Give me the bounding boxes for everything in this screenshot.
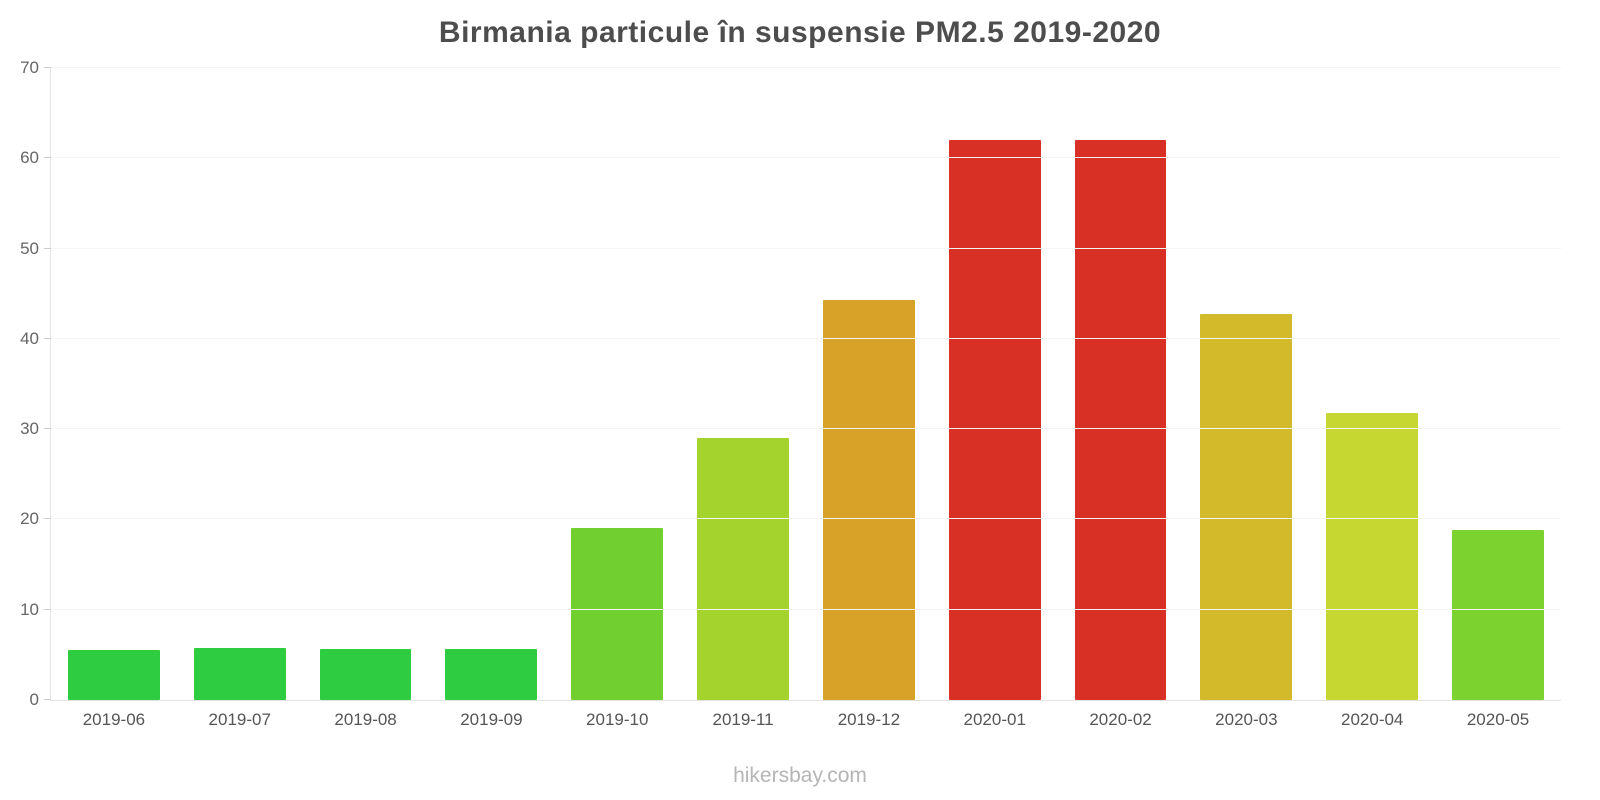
- bar-slot-2020-05: 2020-05: [1435, 68, 1561, 729]
- y-axis-tick: [44, 67, 51, 68]
- y-axis-tick: [44, 428, 51, 430]
- x-tick-label: 2020-01: [963, 710, 1026, 729]
- x-tick-label: 2019-07: [208, 710, 271, 729]
- y-tick-label: 50: [20, 238, 39, 258]
- y-axis-tick: [44, 608, 51, 610]
- bar-slot-2020-01: 2020-01: [932, 68, 1058, 729]
- bar-2020-01: [948, 140, 1041, 700]
- x-tick-label: 2019-06: [82, 710, 146, 729]
- bar-2019-11: [697, 438, 789, 700]
- y-tick-label: 70: [20, 58, 39, 77]
- y-axis-tick: [44, 247, 51, 249]
- bar-slot-2019-10: 2019-10: [554, 68, 680, 729]
- y-axis-tick: [44, 699, 51, 700]
- x-tick-label: 2020-04: [1341, 710, 1404, 729]
- bar-group: 2019-06 2019-07 2019-08 2019-09 2019-10 2019-…: [51, 68, 1561, 729]
- watermark: hikersbay.com: [733, 764, 867, 787]
- bar-slot-2019-07: 2019-07: [177, 68, 303, 729]
- bar-slot-2019-06: 2019-06: [51, 68, 177, 729]
- y-tick-label: 10: [20, 599, 39, 619]
- y-tick-label: 60: [20, 148, 39, 168]
- y-tick-label: 20: [20, 509, 39, 529]
- bar-slot-2020-03: 2020-03: [1183, 68, 1309, 729]
- bar-2019-07: [193, 647, 286, 700]
- bar-2020-05: [1452, 530, 1544, 700]
- y-tick-label: 0: [29, 690, 39, 709]
- bar-2019-06: [67, 650, 160, 700]
- gridline: [51, 67, 1561, 68]
- y-axis-tick: [44, 337, 51, 339]
- bar-2020-02: [1074, 140, 1167, 700]
- bar-slot-2019-08: 2019-08: [303, 68, 429, 729]
- bar-2019-08: [319, 649, 412, 700]
- gridline: [51, 247, 1561, 249]
- gridline: [51, 608, 1561, 610]
- plot-area: 2019-06 2019-07 2019-08 2019-09 2019-10 2019-…: [20, 58, 1561, 729]
- bar-2019-09: [445, 649, 538, 700]
- x-tick-label: 2020-05: [1466, 710, 1530, 729]
- bar-2020-04: [1326, 412, 1419, 700]
- bar-slot-2019-09: 2019-09: [428, 68, 554, 729]
- x-tick-label: 2019-10: [586, 710, 649, 729]
- bar-slot-2020-04: 2020-04: [1309, 68, 1435, 729]
- x-tick-label: 2019-11: [712, 710, 774, 729]
- gridline: [51, 428, 1561, 430]
- bar-2020-03: [1200, 313, 1293, 700]
- bar-slot-2019-12: 2019-12: [806, 68, 932, 729]
- x-tick-label: 2019-12: [837, 710, 901, 729]
- x-tick-label: 2019-09: [460, 710, 523, 729]
- gridline: [51, 157, 1561, 159]
- gridline: [51, 518, 1561, 520]
- bar-2019-10: [571, 528, 664, 700]
- chart-title: Birmania particule în suspensie PM2.5 20…: [438, 16, 1162, 49]
- x-tick-label: 2020-03: [1215, 710, 1278, 729]
- y-tick-label: 30: [20, 419, 39, 439]
- x-tick-label: 2020-02: [1089, 710, 1152, 729]
- gridline: [51, 337, 1561, 339]
- y-axis-tick: [44, 518, 51, 520]
- x-tick-label: 2019-08: [334, 710, 397, 729]
- bar-2019-12: [822, 300, 915, 700]
- y-axis-tick: [44, 157, 51, 159]
- y-tick-label: 40: [20, 328, 39, 348]
- bar-slot-2019-11: 2019-11: [680, 68, 806, 729]
- bar-slot-2020-02: 2020-02: [1058, 68, 1184, 729]
